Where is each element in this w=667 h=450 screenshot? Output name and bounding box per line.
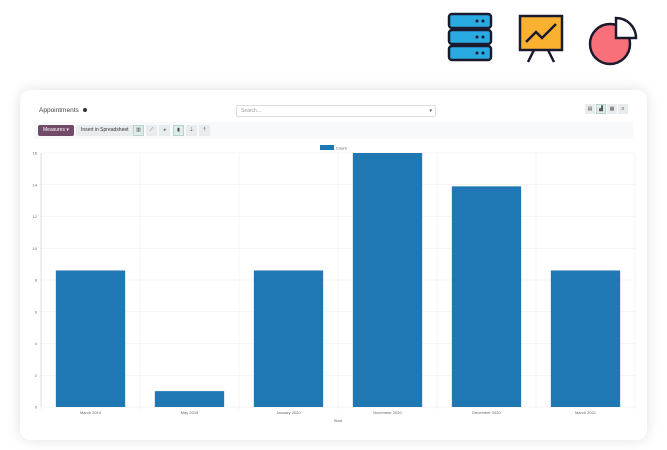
bar	[253, 270, 324, 407]
x-tick-label: May 2019	[181, 410, 199, 415]
title-text: Appointments	[39, 107, 79, 114]
measures-button[interactable]: Measures ▾	[38, 125, 74, 136]
y-tick-label: 4	[35, 341, 38, 346]
x-tick-label: December 2020	[472, 410, 501, 415]
y-tick-label: 6	[35, 309, 38, 314]
graph-toolbar: Measures ▾ Insert in Spreadsheet ▥ ⟋ ◕ ▮…	[33, 122, 633, 139]
bar	[352, 153, 423, 407]
gear-icon[interactable]	[82, 108, 87, 113]
graph-view-icon[interactable]: ▟	[596, 104, 606, 114]
bar	[154, 391, 225, 407]
x-axis-label: Start	[334, 418, 343, 423]
y-tick-label: 0	[35, 405, 38, 410]
insert-spreadsheet-button[interactable]: Insert in Spreadsheet	[76, 125, 134, 136]
page-title: Appointments	[39, 107, 87, 114]
sort-ascending-icon[interactable]: ⇡	[199, 125, 210, 136]
y-tick-label: 8	[35, 278, 38, 283]
chevron-down-icon[interactable]: ▾	[429, 108, 432, 114]
x-tick-label: January 2020	[276, 410, 301, 415]
bar	[451, 186, 522, 407]
y-tick-label: 12	[33, 214, 38, 219]
y-tick-label: 10	[33, 246, 38, 251]
bar	[55, 270, 126, 407]
y-tick-label: 16	[33, 151, 38, 156]
search-placeholder: Search...	[241, 108, 262, 114]
list-view-icon[interactable]: ▤	[585, 104, 595, 114]
pie-chart-icon	[588, 16, 638, 66]
view-switcher: ▤ ▟ ▦ ≡	[584, 104, 628, 114]
search-input[interactable]: Search... ▾	[236, 105, 436, 117]
x-tick-label: November 2020	[373, 410, 402, 415]
sort-descending-icon[interactable]: ⇣	[186, 125, 197, 136]
line-chart-icon[interactable]: ⟋	[146, 125, 157, 136]
x-tick-label: March 2019	[80, 410, 102, 415]
calendar-view-icon[interactable]: ▦	[607, 104, 617, 114]
y-tick-label: 2	[35, 373, 38, 378]
server-stack-icon	[447, 12, 493, 62]
x-tick-label: March 2021	[575, 410, 597, 415]
bar-chart-icon[interactable]: ▥	[133, 125, 144, 136]
presentation-chart-icon	[518, 14, 564, 63]
stacked-icon[interactable]: ▮	[173, 125, 184, 136]
pivot-view-icon[interactable]: ≡	[618, 104, 628, 114]
pie-chart-button-icon[interactable]: ◕	[159, 125, 170, 136]
legend-swatch	[320, 145, 334, 150]
legend-label: Count	[336, 146, 348, 151]
y-tick-label: 14	[33, 182, 38, 187]
bar	[550, 270, 621, 407]
